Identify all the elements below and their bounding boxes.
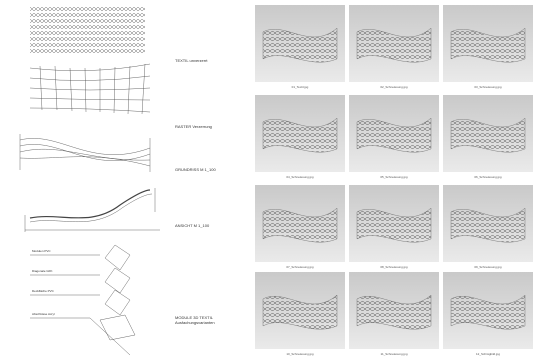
section-label: TEXTIL unverzerrt <box>175 58 208 63</box>
photo-caption: 06_Schnelesung.jpg <box>474 175 502 179</box>
section-label: GRUNDRISS M 1_100 <box>175 167 216 172</box>
photo-grid: 01_Textil.jpg 02_Schnelesung.jpg 03_Schnel… <box>255 5 533 356</box>
mesh-drawing <box>30 6 145 54</box>
photo-caption: 01_Textil.jpg <box>292 85 309 89</box>
photo-caption: 12_Schrägbild.jpg <box>476 352 500 356</box>
photo-caption: 10_Schnelesung.jpg <box>286 352 314 356</box>
photo-caption: 09_Schnelesung.jpg <box>474 265 502 269</box>
elevation-drawing <box>25 188 160 232</box>
grid-drawing <box>30 64 150 114</box>
section-label: ANSICHT M 1_100 <box>175 223 210 228</box>
photo-caption: 05_Schnelesung.jpg <box>380 175 408 179</box>
drawings: Modulen PVC Diagonale GFK Deckfläche PVC… <box>20 6 160 355</box>
board: Modulen PVC Diagonale GFK Deckfläche PVC… <box>0 0 534 359</box>
section-label: RASTER Verzerrung <box>175 124 212 129</box>
photo-caption: 03_Schnelesung.jpg <box>474 85 502 89</box>
legend-text: Diagonale GFK <box>32 269 53 273</box>
photo-caption: 08_Schnelesung.jpg <box>380 265 408 269</box>
legend-text: Abschlüsse Acryl <box>32 312 55 316</box>
section-label: Ausfachungsvarianten <box>175 320 215 325</box>
photo-caption: 11_Schnelesung.jpg <box>381 352 408 356</box>
photo-caption: 04_Schnelesung.jpg <box>286 175 314 179</box>
photo-caption: 07_Schnelesung.jpg <box>286 265 314 269</box>
photo-caption: 02_Schnelesung.jpg <box>380 85 408 89</box>
legend-text: Modulen PVC <box>32 249 51 253</box>
legend-text: Deckfläche PVC <box>32 289 55 293</box>
plan-drawing <box>20 134 150 172</box>
module-drawing <box>30 245 135 355</box>
